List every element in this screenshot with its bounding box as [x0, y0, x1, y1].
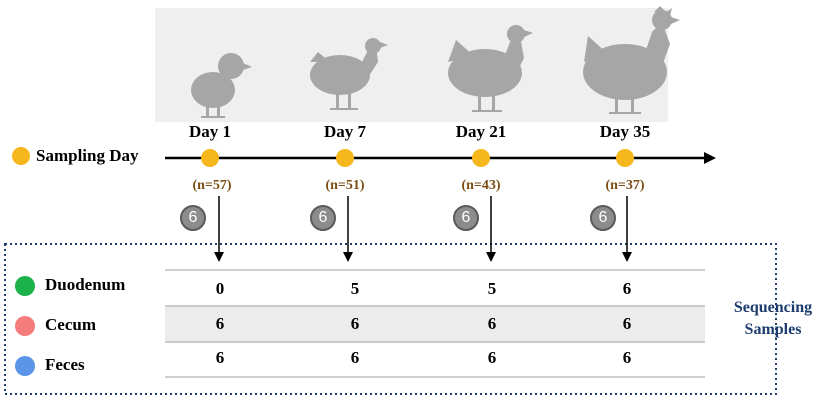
cecum-dot	[15, 316, 35, 336]
table-cell: 6	[622, 348, 632, 367]
sequencing-samples-label: Sequencing Samples	[719, 297, 827, 341]
arrowhead-icon	[343, 252, 353, 262]
day-7-dot	[336, 149, 354, 167]
sample-badge: 6	[180, 205, 206, 231]
row-label-feces: Feces	[45, 355, 85, 374]
sample-badge: 6	[453, 205, 479, 231]
sample-badge: 6	[590, 205, 616, 231]
sample-count: (n=51)	[325, 178, 365, 193]
sampling-day-label: Sampling Day	[36, 146, 139, 165]
table-cell: 6	[622, 279, 632, 298]
arrowhead-icon	[622, 252, 632, 262]
arrowhead-icon	[214, 252, 224, 262]
sampling-day-legend-dot	[12, 147, 30, 165]
table-cell: 0	[215, 279, 225, 298]
day-35-dot	[616, 149, 634, 167]
row-label-duodenum: Duodenum	[45, 275, 126, 294]
table-cell: 6	[215, 348, 225, 367]
sample-count: (n=57)	[192, 178, 232, 193]
day-label: Day 7	[323, 122, 367, 141]
sequencing-box	[4, 243, 777, 395]
sample-count: (n=37)	[605, 178, 645, 193]
sequencing-label-line1: Sequencing	[733, 299, 813, 316]
hen-icon	[448, 25, 533, 112]
duodenum-dot	[15, 276, 35, 296]
sample-badge: 6	[310, 205, 336, 231]
day-label: Day 21	[455, 122, 507, 141]
table-cell: 5	[350, 279, 360, 298]
table-cell: 6	[350, 314, 360, 333]
feces-dot	[15, 356, 35, 376]
table-cell: 6	[215, 314, 225, 333]
table-cell: 6	[487, 314, 497, 333]
day-label: Day 1	[188, 122, 232, 141]
table-cell: 6	[622, 314, 632, 333]
pullet-icon	[310, 38, 388, 110]
day-21-dot	[472, 149, 490, 167]
row-label-cecum: Cecum	[45, 315, 96, 334]
sample-count: (n=43)	[461, 178, 501, 193]
table-cell: 5	[487, 279, 497, 298]
day-label: Day 35	[599, 122, 651, 141]
table-row-stripe	[165, 306, 705, 342]
table-cell: 6	[350, 348, 360, 367]
sequencing-label-line2: Samples	[744, 321, 802, 338]
timeline-dots	[201, 149, 634, 167]
table-cell: 6	[487, 348, 497, 367]
chick-icon	[191, 53, 252, 118]
arrowhead-icon	[486, 252, 496, 262]
sample-arrows	[218, 196, 628, 254]
timeline-arrowhead	[704, 152, 716, 164]
rooster-icon	[583, 6, 680, 114]
day-1-dot	[201, 149, 219, 167]
